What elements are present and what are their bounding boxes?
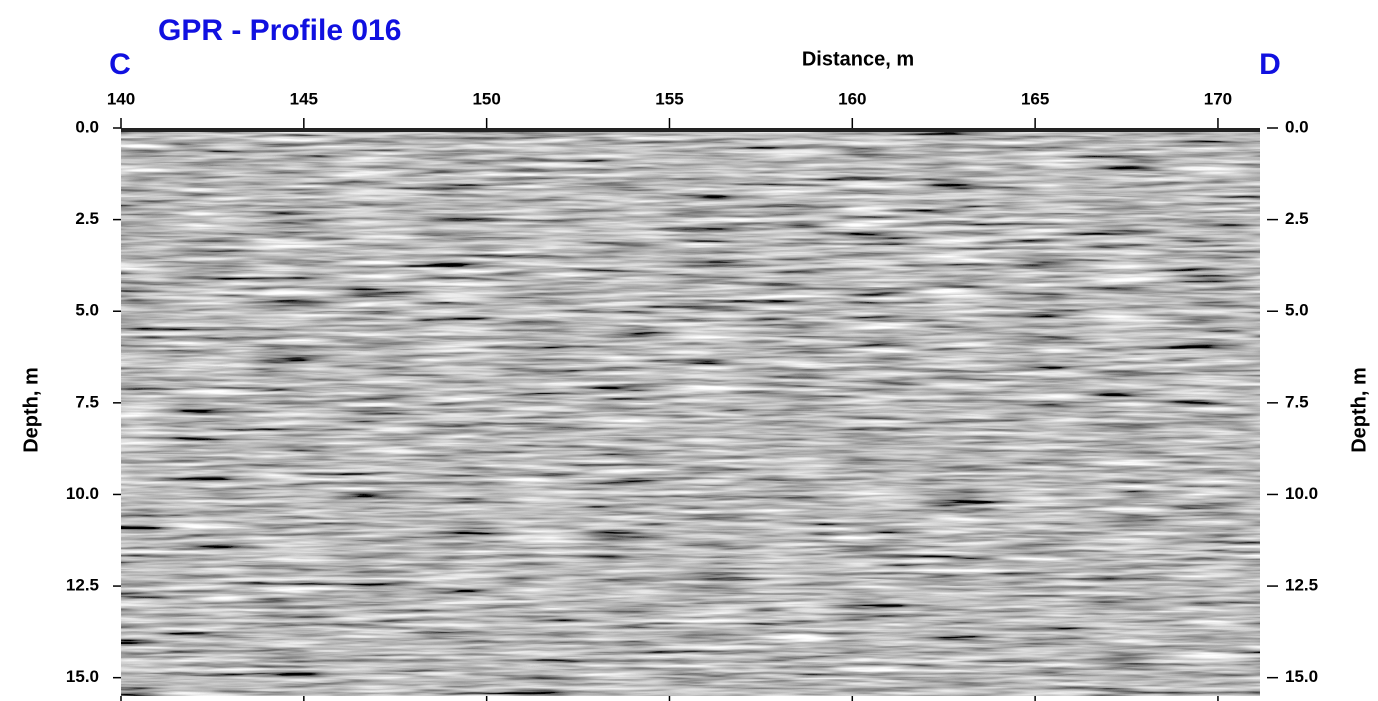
end-label: D [1259, 48, 1281, 81]
y-tick-label: 5.0 [75, 301, 99, 320]
x-tick-label: 170 [1204, 89, 1232, 108]
y-tick-label: 0.0 [75, 117, 99, 136]
x-tick-label: 155 [655, 89, 683, 108]
y-tick-label: 10.0 [66, 484, 99, 503]
start-label: C [109, 48, 131, 81]
x-tick-label: 145 [290, 89, 318, 108]
surface-band [121, 128, 1260, 132]
y-axis-label: Depth, m [20, 367, 42, 453]
y-tick-label-right: 5.0 [1285, 301, 1309, 320]
y-tick-label: 2.5 [75, 209, 99, 228]
x-tick-label: 160 [838, 89, 866, 108]
y-tick-label-right: 7.5 [1285, 392, 1309, 411]
y-axis-label-right: Depth, m [1348, 367, 1370, 453]
x-axis-label: Distance, m [802, 48, 914, 70]
y-tick-label: 15.0 [66, 667, 99, 686]
y-tick-label-right: 15.0 [1285, 667, 1318, 686]
y-tick-label: 7.5 [75, 392, 99, 411]
y-tick-label-right: 10.0 [1285, 484, 1318, 503]
chart-title: GPR - Profile 016 [158, 14, 401, 47]
radargram-texture [121, 128, 1260, 696]
y-tick-label-right: 12.5 [1285, 576, 1318, 595]
x-tick-label: 140 [107, 89, 135, 108]
y-tick-label-right: 0.0 [1285, 117, 1309, 136]
x-tick-label: 165 [1021, 89, 1049, 108]
y-tick-label: 12.5 [66, 576, 99, 595]
x-tick-label: 150 [472, 89, 500, 108]
y-tick-label-right: 2.5 [1285, 209, 1309, 228]
